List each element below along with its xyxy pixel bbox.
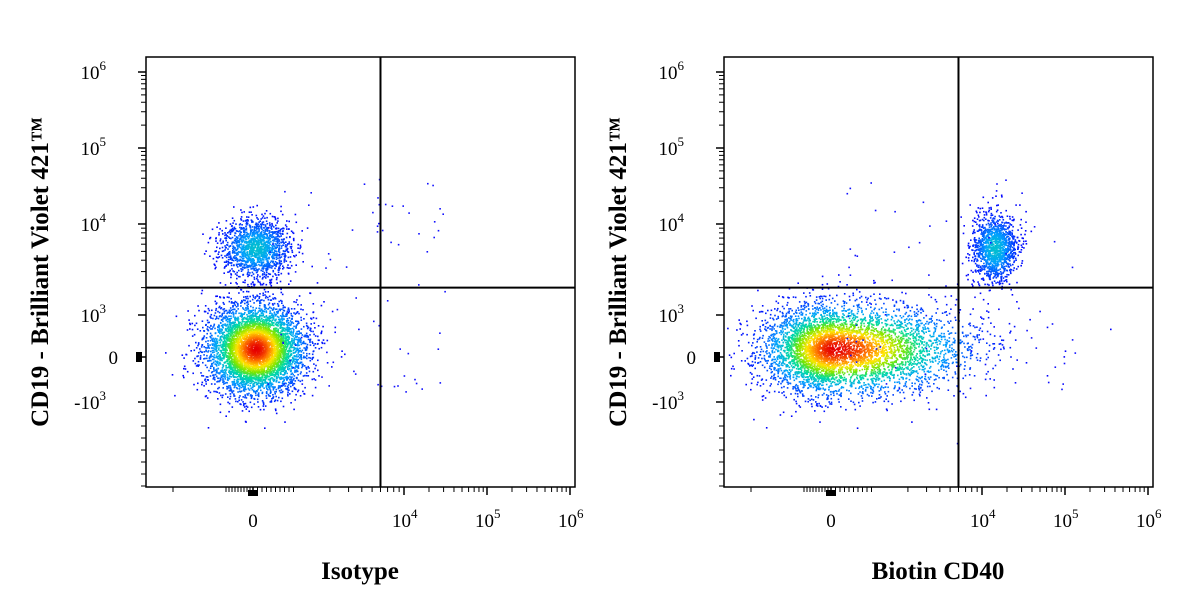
y-tick-label: 106 <box>81 58 107 84</box>
x-tick-label: 104 <box>970 506 996 532</box>
y-tick-label: 104 <box>81 210 107 236</box>
x-tick-label: 105 <box>475 506 501 532</box>
y-tick-label: 105 <box>659 134 685 160</box>
y-tick-label: 105 <box>81 134 107 160</box>
plot-frame <box>723 56 1154 488</box>
density-dots <box>165 178 446 429</box>
y-tick-label: 0 <box>109 348 119 369</box>
x-tick-label: 106 <box>1136 506 1162 532</box>
y-tick-label: -103 <box>74 388 106 414</box>
x-minor-ticks <box>172 487 567 496</box>
y-tick-label: 104 <box>659 210 685 236</box>
x-axis-title: Isotype <box>321 558 399 585</box>
x-minor-ticks <box>750 487 1145 496</box>
x-axis-title: Biotin CD40 <box>872 558 1005 585</box>
x-tick-label: 0 <box>248 511 258 532</box>
x-tick-label: 106 <box>558 506 584 532</box>
y-tick-label: 0 <box>687 348 697 369</box>
x-tick-labels: 0 104 105 106 <box>826 487 1162 532</box>
y-tick-label: -103 <box>652 388 684 414</box>
y-minor-ticks <box>136 74 146 487</box>
y-axis-title: CD19 - Brilliant Violet 421™ <box>27 117 54 427</box>
x-tick-label: 0 <box>826 511 836 532</box>
x-tick-label: 105 <box>1053 506 1079 532</box>
y-tick-label: 106 <box>659 58 685 84</box>
x-tick-label: 104 <box>392 506 418 532</box>
plot-frame <box>145 56 576 488</box>
density-dots <box>727 179 1112 445</box>
y-tick-label: 103 <box>81 301 107 327</box>
x-tick-labels: 0 104 105 106 <box>248 487 584 532</box>
y-axis-title: CD19 - Brilliant Violet 421™ <box>605 117 632 427</box>
y-tick-label: 103 <box>659 301 685 327</box>
y-minor-ticks <box>714 74 724 487</box>
